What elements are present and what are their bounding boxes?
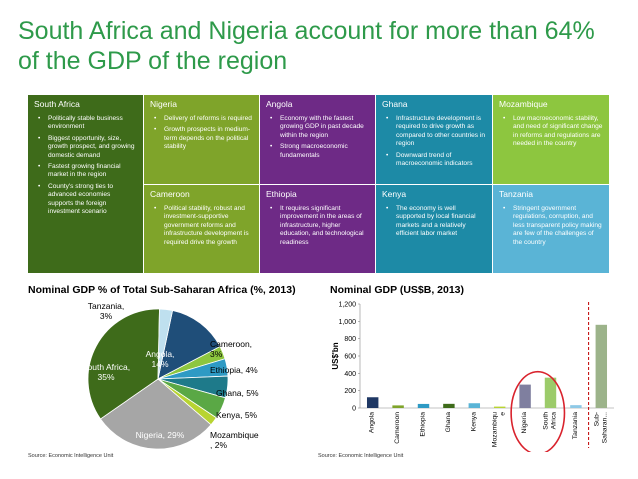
page-title: South Africa and Nigeria account for mor…: [18, 17, 595, 75]
bar: [468, 403, 481, 408]
x-tick-label: South: [543, 412, 550, 430]
x-tick-label: Nigeria: [521, 412, 528, 434]
pie-label: Kenya, 5%: [216, 410, 258, 420]
bar: [443, 403, 455, 408]
pie-label: Nigeria, 29%: [136, 430, 185, 440]
bar: [570, 405, 582, 408]
card-mozambique: Mozambique Low macroeconomic stability, a…: [493, 95, 609, 184]
card-bullet: Delivery of reforms is required: [154, 115, 253, 124]
x-tick-label: Ghana: [445, 412, 452, 433]
bar: [595, 324, 608, 408]
card-bullet: It requires significant improvement in t…: [270, 205, 369, 247]
x-tick-label: e: [500, 412, 507, 416]
x-tick-label: Kenya: [470, 412, 477, 431]
card-cameroon: Cameroon Political stability, robust and …: [144, 185, 259, 273]
pie-slice: [157, 310, 221, 380]
card-angola: Angola Economy with the fastest growing G…: [260, 95, 375, 184]
pie-slice: [157, 308, 174, 380]
pie-chart: Angola, 14% Cameroon, 3% Ethiopia, 4% Ghana, …: [82, 301, 259, 450]
card-bullet: Low macroeconomic stability, and need of…: [503, 115, 603, 149]
pie-chart-title: Nominal GDP % of Total Sub-Saharan Afric…: [28, 284, 296, 296]
card-bullet: Fastest growing financial market in the …: [38, 163, 137, 180]
card-title: Tanzania: [499, 189, 534, 199]
bar-chart-title: Nominal GDP (US$B, 2013): [330, 284, 465, 296]
pie-slice: [99, 378, 212, 450]
card-title: South Africa: [34, 99, 80, 109]
pie-label: Tanzania, 3%: [88, 301, 124, 321]
bar: [493, 406, 506, 408]
x-tick-label: Angola: [369, 412, 376, 433]
card-ethiopia: Ethiopia It requires significant improvem…: [260, 185, 375, 273]
x-tick-label: Africa: [551, 412, 558, 430]
pie-label: Ghana, 5%: [216, 388, 259, 398]
card-ghana: Ghana Infrastructure development is requi…: [376, 95, 492, 184]
card-bullet: County's strong ties to advanced economi…: [38, 183, 137, 217]
x-tick-label: Sub-: [593, 412, 600, 426]
y-tick-label: 400: [344, 371, 356, 378]
card-bullet: Politically stable business environment: [38, 115, 137, 132]
card-title: Kenya: [382, 189, 407, 199]
pie-label: South Africa, 35%: [82, 362, 130, 382]
card-title: Mozambique: [499, 99, 548, 109]
card-bullet: Growth prospects in medium-term depends …: [154, 126, 253, 151]
card-bullet: Biggest opportunity, size, growth prospe…: [38, 135, 137, 160]
x-tick-label: Ethiopia: [420, 412, 427, 437]
card-bullet: Political stability, robust and investme…: [154, 205, 253, 247]
card-title: Angola: [266, 99, 293, 109]
y-axis-label: US$'bn: [331, 342, 340, 369]
y-tick-label: 0: [352, 406, 356, 413]
pie-label: Angola, 14%: [146, 349, 175, 369]
card-title: Ethiopia: [266, 189, 297, 199]
x-tick-label: Saharan...: [601, 412, 608, 443]
card-nigeria: Nigeria Delivery of reforms is required Gr…: [144, 95, 259, 184]
bar: [544, 377, 557, 408]
y-tick-label: 600: [344, 354, 356, 361]
country-cards: South Africa Politically stable business …: [28, 95, 610, 274]
card-bullet: Downward trend of macroeconomic indicato…: [386, 152, 486, 169]
y-tick-label: 200: [344, 388, 356, 395]
pie-slice: [87, 308, 160, 420]
card-kenya: Kenya The economy is well supported by lo…: [376, 185, 492, 273]
bar-chart: 0 200 400 600 800 1,000 1,200 US$'bn Angola Camer…: [331, 302, 614, 452]
card-title: Nigeria: [150, 99, 177, 109]
pie-label: Ethiopia, 4%: [210, 365, 258, 375]
y-tick-label: 1,000: [338, 319, 356, 326]
x-tick-label: Cameroon: [394, 412, 401, 444]
bar-source: Source: Economic Intelligence Unit: [318, 453, 404, 459]
x-tick-label: Mozambiqu: [492, 412, 499, 447]
card-bullet: The economy is well supported by local f…: [386, 205, 486, 239]
card-bullet: Infrastructure development is required t…: [386, 115, 486, 149]
card-bullet: Economy with the fastest growing GDP in …: [270, 115, 369, 140]
pie-label: Mozambique, 2%: [210, 430, 259, 450]
card-title: Ghana: [382, 99, 408, 109]
card-south-africa: South Africa Politically stable business …: [28, 95, 143, 273]
card-bullet: Stringent government regulations, corrup…: [503, 205, 603, 247]
bar: [417, 403, 430, 408]
y-tick-label: 1,200: [338, 302, 356, 309]
card-title: Cameroon: [150, 189, 190, 199]
pie-source: Source: Economic Intelligence Unit: [28, 453, 114, 459]
highlight-ellipse: [510, 370, 566, 452]
bar: [519, 384, 531, 408]
bar: [366, 397, 379, 408]
card-bullet: Strong macroeconomic fundamentals: [270, 143, 369, 160]
y-tick-label: 800: [344, 336, 356, 343]
x-tick-label: Tanzania: [572, 412, 579, 439]
bar: [392, 405, 404, 408]
card-tanzania: Tanzania Stringent government regulations…: [493, 185, 609, 273]
pie-label: Cameroon, 3%: [210, 339, 252, 359]
